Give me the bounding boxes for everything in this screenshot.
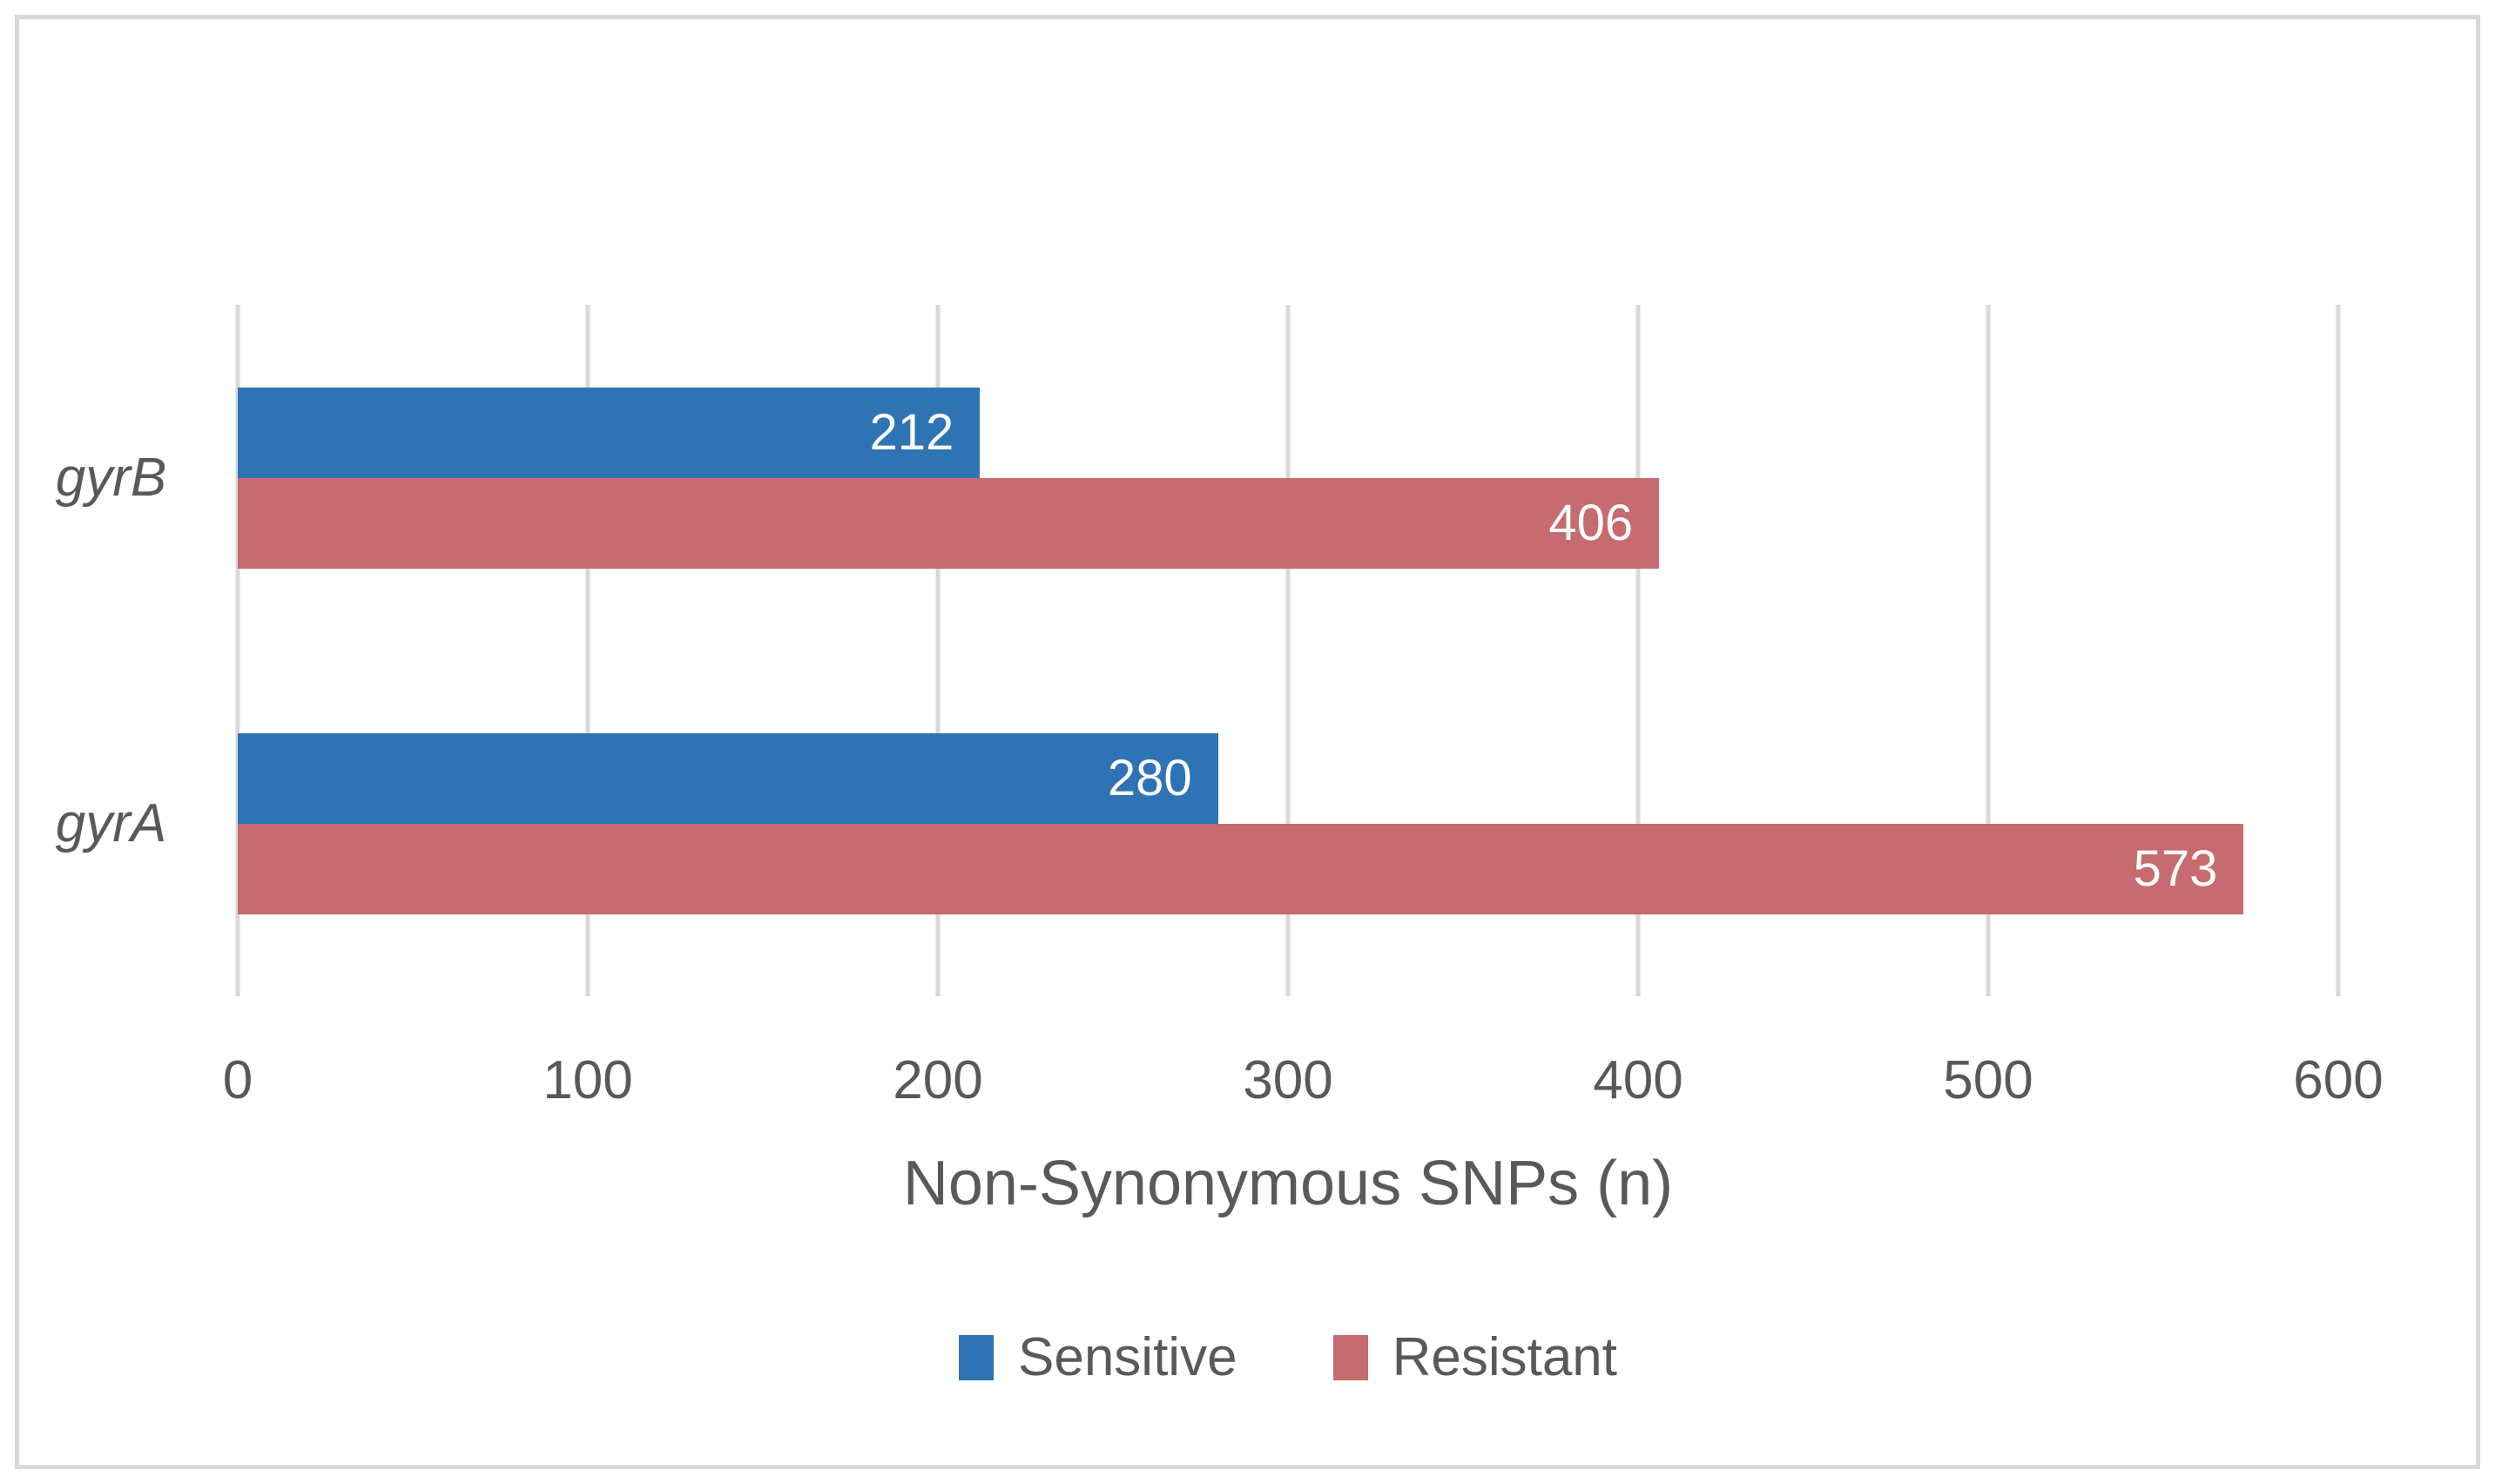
legend-label-resistant: Resistant (1392, 1327, 1618, 1387)
x-tick-label-500: 500 (1943, 1050, 2033, 1110)
bar-value-label: 280 (1107, 749, 1192, 806)
x-tick-label-600: 600 (2293, 1050, 2384, 1110)
gridline-x-600 (2336, 305, 2341, 996)
bar-value-label: 573 (2133, 840, 2218, 897)
bar-gyrA-resistant: 573 (238, 823, 2244, 914)
x-tick-label-400: 400 (1593, 1050, 1683, 1110)
category-label-gyrB: gyrB (55, 447, 167, 508)
x-tick-label-100: 100 (543, 1050, 633, 1110)
category-label-gyrA: gyrA (55, 793, 167, 853)
x-tick-label-200: 200 (893, 1050, 983, 1110)
legend-item-resistant: Resistant (1332, 1327, 1618, 1387)
gridline-x-100 (585, 305, 590, 996)
x-tick-label-0: 0 (222, 1050, 253, 1110)
gridline-x-300 (1285, 305, 1291, 996)
bar-gyrA-sensitive: 280 (238, 732, 1218, 824)
bar-gyrB-resistant: 406 (238, 477, 1660, 569)
legend-swatch-resistant (1332, 1335, 1368, 1380)
legend-label-sensitive: Sensitive (1017, 1327, 1237, 1387)
bar-value-label: 212 (869, 403, 954, 461)
bar-value-label: 406 (1548, 494, 1634, 551)
bar-gyrB-sensitive: 212 (238, 387, 981, 478)
x-axis-title: Non-Synonymous SNPs (n) (902, 1149, 1674, 1218)
legend: Sensitive Resistant (238, 1331, 2338, 1385)
plot-area: 212 406 280 573 (235, 305, 2341, 996)
gridline-x-0 (235, 305, 240, 996)
x-tick-label-300: 300 (1243, 1050, 1333, 1110)
legend-item-sensitive: Sensitive (958, 1327, 1237, 1387)
legend-swatch-sensitive (958, 1335, 994, 1380)
gridline-x-200 (935, 305, 941, 996)
gridline-x-500 (1986, 305, 1991, 996)
gridline-x-400 (1635, 305, 1641, 996)
